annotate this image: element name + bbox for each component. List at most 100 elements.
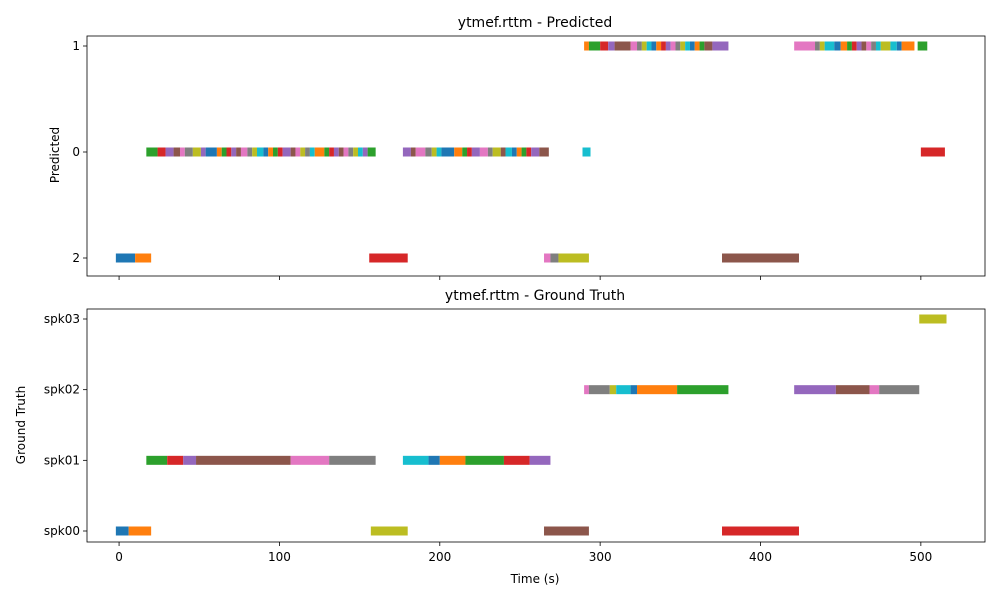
segment-bar: [487, 147, 493, 157]
segment-bar: [196, 455, 291, 465]
segment-bar: [630, 41, 638, 51]
xtick-label: 500: [909, 550, 932, 564]
segment-bar: [226, 147, 232, 157]
segment-bar: [529, 455, 551, 465]
segment-bar: [819, 41, 825, 51]
ground-truth-title: ytmef.rttm - Ground Truth: [445, 288, 625, 304]
predicted-title: ytmef.rttm - Predicted: [458, 15, 612, 31]
predicted-ylabel: Predicted: [48, 127, 62, 183]
xtick-label: 0: [115, 550, 123, 564]
segment-bar: [343, 147, 349, 157]
segment-bar: [305, 147, 310, 157]
segment-bar: [670, 41, 676, 51]
segment-bar: [273, 147, 278, 157]
segment-bar: [582, 147, 591, 157]
segment-bar: [609, 385, 617, 395]
segment-bar: [146, 455, 168, 465]
segment-bar: [880, 41, 891, 51]
segment-bar: [240, 147, 248, 157]
segment-bar: [665, 41, 671, 51]
segment-bar: [277, 147, 283, 157]
ytick-label: 0: [72, 145, 80, 159]
segment-bar: [216, 147, 222, 157]
segment-bar: [646, 41, 652, 51]
segment-bar: [436, 147, 442, 157]
ytick-label: spk00: [44, 524, 80, 538]
predicted-axes-frame: [86, 35, 986, 277]
segment-bar: [879, 385, 920, 395]
ytick-label: 1: [72, 39, 80, 53]
segment-bar: [441, 147, 455, 157]
segment-bar: [479, 147, 488, 157]
segment-bar: [890, 41, 897, 51]
segment-bar: [505, 147, 512, 157]
segment-bar: [268, 147, 274, 157]
segment-bar: [348, 147, 354, 157]
segment-bar: [919, 314, 947, 324]
ground-truth-axes-frame: [86, 308, 986, 543]
segment-bar: [917, 41, 928, 51]
segment-bar: [526, 147, 532, 157]
ground-truth-ylabel: Ground Truth: [14, 386, 28, 464]
segment-bar: [500, 147, 506, 157]
segment-bar: [180, 147, 185, 157]
segment-bar: [256, 147, 264, 157]
segment-bar: [815, 41, 820, 51]
xtick-label: 200: [428, 550, 451, 564]
segment-bar: [584, 41, 589, 51]
segment-bar: [165, 147, 174, 157]
segment-bar: [402, 147, 411, 157]
segment-bar: [333, 147, 339, 157]
segment-bar: [558, 253, 589, 263]
segment-bar: [712, 41, 729, 51]
segment-bar: [221, 147, 227, 157]
segment-bar: [205, 147, 217, 157]
ytick-label: 2: [72, 251, 80, 265]
segment-bar: [329, 455, 376, 465]
predicted-yticks: 1 0 2: [72, 39, 87, 265]
segment-bar: [875, 41, 881, 51]
segment-bar: [680, 41, 686, 51]
segment-bar: [869, 385, 880, 395]
segment-bar: [353, 147, 358, 157]
xtick-label: 100: [268, 550, 291, 564]
segment-bar: [492, 147, 501, 157]
segment-bar: [699, 41, 705, 51]
segment-bar: [290, 455, 330, 465]
ground-truth-xlabel: Time (s): [510, 572, 560, 586]
segment-bar: [402, 455, 429, 465]
segment-bar: [115, 253, 136, 263]
segment-bar: [920, 147, 945, 157]
segment-bar: [637, 385, 678, 395]
ground-truth-axes: ytmef.rttm - Ground Truth Ground Truth T…: [14, 288, 986, 586]
segment-bar: [173, 147, 180, 157]
segment-bar: [300, 147, 306, 157]
segment-bar: [370, 526, 408, 536]
segment-bar: [511, 147, 517, 157]
segment-bar: [263, 147, 269, 157]
ytick-label: spk03: [44, 312, 80, 326]
segment-bar: [531, 147, 540, 157]
segment-bar: [550, 253, 559, 263]
segment-bar: [840, 41, 848, 51]
segment-bar: [637, 41, 642, 51]
segment-bar: [794, 41, 816, 51]
ytick-label: spk01: [44, 453, 80, 467]
segment-bar: [200, 147, 206, 157]
segment-bar: [722, 526, 799, 536]
segment-bar: [689, 41, 695, 51]
segment-bar: [367, 147, 376, 157]
segment-bar: [847, 41, 852, 51]
ground-truth-yticks: spk03 spk02 spk01 spk00: [44, 312, 87, 538]
xtick-label: 400: [749, 550, 772, 564]
segment-bar: [282, 147, 291, 157]
segment-bar: [467, 147, 472, 157]
segment-bar: [135, 253, 152, 263]
segment-bar: [231, 147, 237, 157]
segment-bar: [521, 147, 527, 157]
segment-bar: [465, 455, 504, 465]
segment-bar: [901, 41, 915, 51]
segment-bar: [608, 41, 615, 51]
segment-bar: [685, 41, 690, 51]
